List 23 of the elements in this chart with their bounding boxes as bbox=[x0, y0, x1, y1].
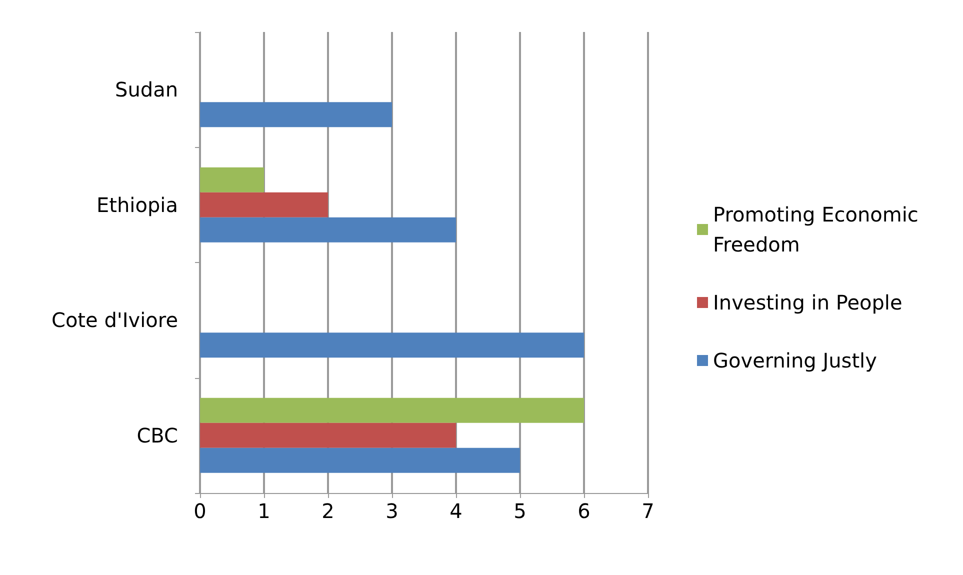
bar bbox=[200, 167, 264, 192]
x-tick-label: 6 bbox=[578, 499, 590, 523]
legend-label: Promoting Economic Freedom bbox=[713, 202, 925, 256]
bar bbox=[200, 448, 520, 473]
legend-label: Investing in People bbox=[713, 290, 902, 314]
x-tick-label: 0 bbox=[194, 499, 206, 523]
bar bbox=[200, 102, 392, 128]
x-tick-label: 5 bbox=[514, 499, 526, 523]
x-tick-label: 7 bbox=[642, 499, 654, 523]
y-tick-label: Ethiopia bbox=[96, 192, 178, 217]
x-tick-label: 3 bbox=[386, 499, 398, 523]
y-tick-label: CBC bbox=[136, 423, 178, 448]
bar bbox=[200, 398, 584, 423]
y-tick-label: Cote d'Iviore bbox=[51, 308, 178, 332]
bar bbox=[200, 332, 584, 358]
bar bbox=[200, 422, 456, 448]
x-tick-label: 1 bbox=[258, 499, 270, 523]
legend-label: Governing Justly bbox=[713, 348, 878, 372]
x-tick-label: 4 bbox=[450, 499, 462, 523]
x-tick-label: 2 bbox=[322, 499, 334, 523]
bar bbox=[200, 217, 456, 242]
y-tick-label: Sudan bbox=[115, 78, 178, 102]
bar bbox=[200, 192, 328, 218]
